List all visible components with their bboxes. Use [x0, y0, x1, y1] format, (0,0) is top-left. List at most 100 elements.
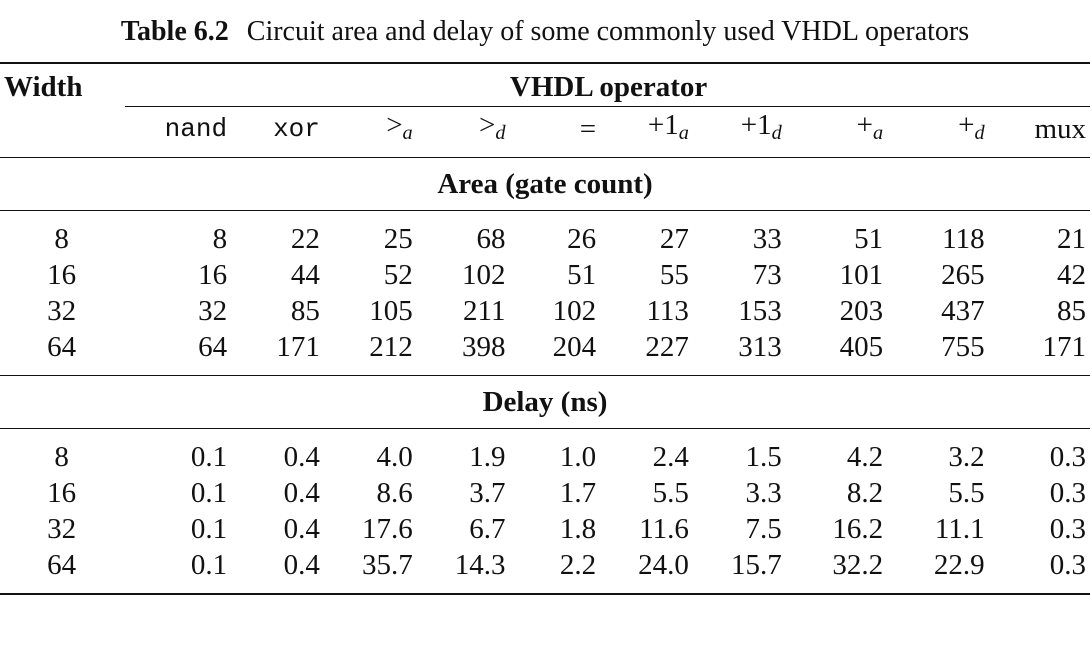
- table-row: 16 16 44 52 102 51 55 73 101 265 42: [0, 257, 1090, 293]
- column-header-subscript: d: [974, 122, 985, 145]
- value-cell: 68: [476, 223, 506, 256]
- value-cell: 101: [839, 259, 884, 292]
- value-cell: 22: [290, 223, 320, 256]
- column-header-label: >: [386, 109, 403, 141]
- value-cell: 22.9: [889, 547, 991, 596]
- column-header-label: +1: [740, 109, 772, 141]
- value-cell: 0.3: [1049, 441, 1086, 474]
- group-header: VHDL operator: [125, 62, 1090, 107]
- value-cell: 0.1: [190, 441, 228, 474]
- value-cell: 755: [889, 329, 991, 377]
- column-header: >d: [418, 106, 512, 159]
- value-cell: 6.7: [469, 513, 506, 546]
- value-cell: 405: [787, 329, 890, 377]
- value-cell: 0.4: [283, 441, 320, 474]
- value-cell: 14.3: [418, 547, 512, 596]
- width-cell: 32: [47, 513, 77, 546]
- value-cell: 204: [511, 329, 603, 377]
- value-cell: 437: [941, 295, 985, 328]
- value-cell: 211: [463, 295, 506, 328]
- value-cell: 51: [854, 223, 884, 256]
- value-cell: 1.8: [559, 513, 597, 546]
- value-cell: 0.1: [125, 547, 234, 596]
- value-cell: 3.7: [469, 477, 506, 510]
- value-cell: 203: [839, 295, 884, 328]
- header-row-group: Width VHDL operator: [0, 62, 1090, 107]
- value-cell: 2.2: [511, 547, 603, 596]
- width-header-spacer: [0, 106, 126, 159]
- value-cell: 15.7: [694, 547, 788, 596]
- value-cell: 7.5: [745, 513, 782, 546]
- table-row: 8 8 22 25 68 26 27 33 51 118 21: [0, 211, 1090, 258]
- value-cell: 11.6: [639, 513, 689, 546]
- width-cell: 8: [54, 441, 69, 474]
- section-title-row: Delay (ns): [0, 375, 1090, 430]
- value-cell: 113: [646, 295, 689, 328]
- value-cell: 52: [383, 259, 413, 292]
- value-cell: 2.4: [652, 441, 689, 474]
- header-row-columns: nand xor >a >d = +1a +1d +a +d mux: [0, 106, 1090, 159]
- section-title: Delay (ns): [0, 375, 1090, 430]
- value-cell: 44: [290, 259, 320, 292]
- value-cell: 16: [198, 259, 228, 292]
- value-cell: 0.3: [990, 547, 1090, 596]
- value-cell: 8: [212, 223, 228, 256]
- value-cell: 212: [325, 329, 419, 377]
- column-header: xor: [233, 106, 326, 159]
- column-header: mux: [990, 106, 1090, 159]
- value-cell: 11.1: [934, 513, 985, 546]
- table-number: Table 6.2: [120, 16, 229, 47]
- value-cell: 1.0: [559, 441, 597, 474]
- column-header-label: >: [478, 109, 496, 141]
- value-cell: 0.4: [283, 477, 320, 510]
- value-cell: 118: [942, 223, 985, 256]
- table-row: 8 0.1 0.4 4.0 1.9 1.0 2.4 1.5 4.2 3.2 0.3: [0, 429, 1090, 476]
- value-cell: 55: [659, 259, 689, 292]
- column-header: +1d: [694, 106, 788, 159]
- table-row: 64 0.1 0.4 35.7 14.3 2.2 24.0 15.7 32.2 22.9 0.3: [0, 547, 1090, 596]
- column-header-subscript: a: [678, 122, 689, 145]
- value-cell: 8.2: [846, 477, 884, 510]
- value-cell: 17.6: [361, 513, 413, 546]
- column-header: +a: [787, 106, 890, 159]
- column-header-subscript: d: [771, 122, 782, 145]
- column-header-subscript: a: [402, 122, 413, 145]
- table-row: 32 32 85 105 211 102 113 153 203 437 85: [0, 293, 1090, 329]
- value-cell: 153: [738, 295, 782, 328]
- value-cell: 85: [1057, 295, 1086, 328]
- value-cell: 26: [567, 223, 597, 256]
- value-cell: 24.0: [602, 547, 695, 596]
- value-cell: 64: [125, 329, 234, 377]
- value-cell: 73: [752, 259, 782, 292]
- width-header: Width: [0, 62, 126, 107]
- value-cell: 1.9: [469, 441, 506, 474]
- value-cell: 171: [233, 329, 326, 377]
- value-cell: 4.0: [376, 441, 413, 474]
- value-cell: 32.2: [787, 547, 890, 596]
- value-cell: 3.3: [745, 477, 782, 510]
- width-cell: 32: [47, 295, 77, 328]
- value-cell: 105: [369, 295, 413, 328]
- column-header-label: mux: [1034, 113, 1086, 146]
- value-cell: 16.2: [832, 513, 884, 546]
- value-cell: 33: [752, 223, 782, 256]
- value-cell: 3.2: [948, 441, 985, 474]
- operator-table: Width VHDL operator nand xor >a >d = +1a +1d +a…: [0, 62, 1090, 596]
- value-cell: 51: [567, 259, 597, 292]
- column-header: +d: [889, 106, 991, 159]
- value-cell: 102: [461, 259, 506, 292]
- value-cell: 85: [290, 295, 320, 328]
- value-cell: 265: [941, 259, 985, 292]
- value-cell: 227: [602, 329, 695, 377]
- width-cell: 16: [47, 477, 77, 510]
- table-row: 64 64 171 212 398 204 227 313 405 755 171: [0, 329, 1090, 377]
- value-cell: 4.2: [846, 441, 884, 474]
- table-caption: Table 6.2 Circuit area and delay of some …: [0, 16, 1090, 48]
- width-cell: 8: [54, 223, 69, 256]
- table-title: Circuit area and delay of some commonly …: [246, 16, 970, 47]
- column-header-label: nand: [164, 114, 228, 145]
- value-cell: 27: [659, 223, 689, 256]
- value-cell: 0.4: [283, 513, 320, 546]
- column-header: =: [511, 106, 603, 159]
